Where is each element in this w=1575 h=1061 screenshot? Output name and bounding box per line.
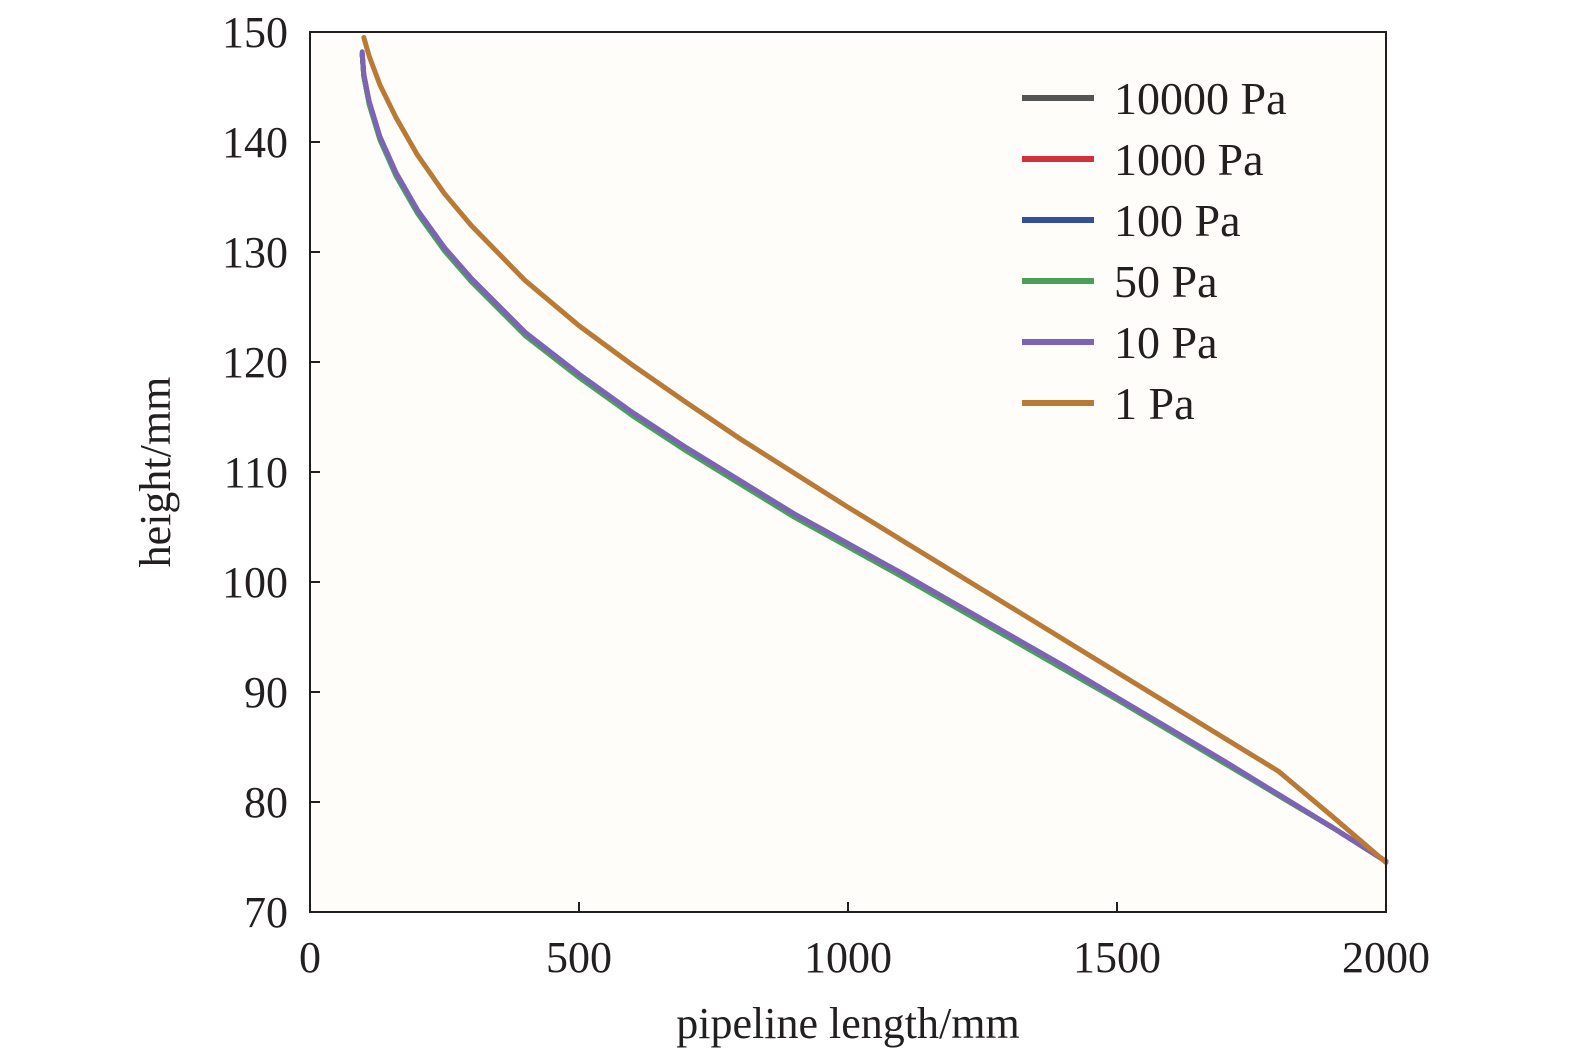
y-tick-label-1: 80 — [244, 778, 288, 827]
legend: 10000 Pa 1000 Pa 100 Pa 50 Pa 10 Pa 1 Pa — [1022, 73, 1287, 429]
series-line-5 — [361, 35, 1389, 865]
y-tick-label-5: 120 — [222, 338, 288, 387]
legend-label-5: 1 Pa — [1114, 378, 1195, 429]
x-tick-label-3: 1500 — [1073, 933, 1161, 982]
x-tick-label-1: 500 — [546, 933, 612, 982]
y-tick-label-0: 70 — [244, 888, 288, 937]
legend-label-3: 50 Pa — [1114, 256, 1218, 307]
legend-label-0: 10000 Pa — [1114, 73, 1287, 124]
legend-label-2: 100 Pa — [1114, 195, 1241, 246]
y-tick-label-7: 140 — [222, 118, 288, 167]
x-tick-label-0: 0 — [299, 933, 321, 982]
legend-label-1: 1000 Pa — [1114, 134, 1264, 185]
series-layer — [359, 35, 1389, 865]
y-tick-label-2: 90 — [244, 668, 288, 717]
x-tick-label-2: 1000 — [804, 933, 892, 982]
x-tick-label-4: 2000 — [1342, 933, 1430, 982]
plot-background — [310, 32, 1386, 912]
series-line-4 — [359, 49, 1389, 864]
y-axis-title: height/mm — [131, 377, 180, 568]
y-tick-label-8: 150 — [222, 8, 288, 57]
legend-label-4: 10 Pa — [1114, 317, 1218, 368]
y-tick-label-4: 110 — [224, 448, 288, 497]
axes-layer: 0 500 1000 1500 2000 70 80 90 100 110 120 130 140 150 — [222, 8, 1430, 982]
x-axis-title: pipeline length/mm — [676, 999, 1019, 1048]
y-tick-label-6: 130 — [222, 228, 288, 277]
y-tick-label-3: 100 — [222, 558, 288, 607]
